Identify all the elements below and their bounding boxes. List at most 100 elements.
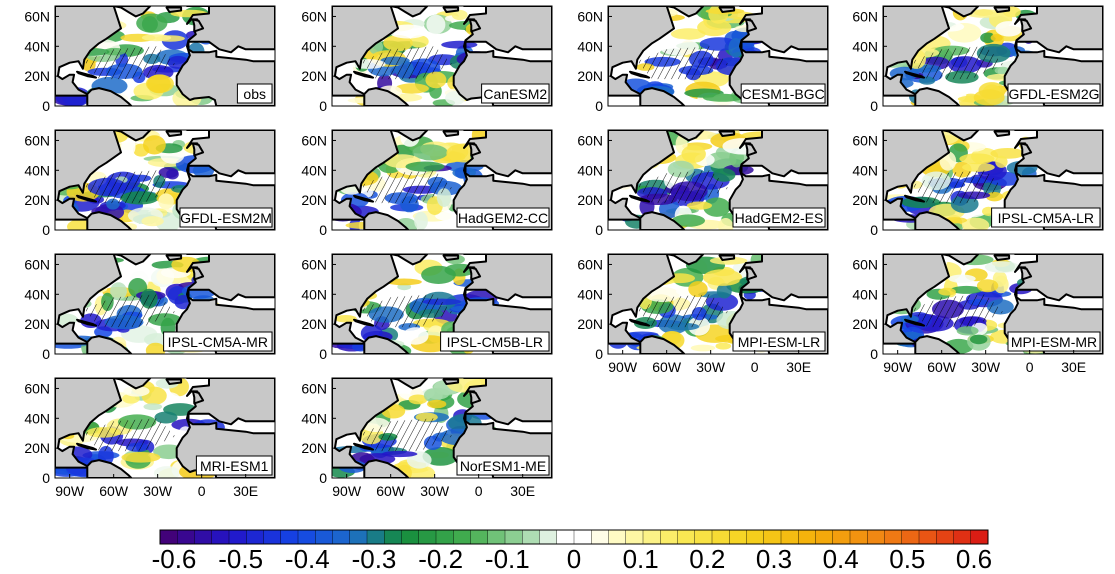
lat-tick-label: 60N — [301, 380, 327, 396]
field-blob — [995, 21, 1023, 37]
land-mass — [608, 130, 675, 221]
lat-tick-label: 60N — [24, 380, 50, 396]
field-blob — [141, 34, 172, 42]
lat-tick-label: 20N — [24, 192, 50, 208]
land-mass — [468, 18, 482, 33]
panel-frame — [54, 5, 276, 107]
field-blob — [976, 279, 999, 293]
colorbar-cell — [177, 529, 195, 545]
panel-frame — [607, 129, 829, 231]
significance-hatching — [361, 170, 453, 204]
land-mass — [442, 378, 460, 385]
field-blob — [703, 197, 731, 217]
lat-tick-label: 60N — [24, 132, 50, 148]
field-blob — [427, 399, 447, 409]
map-panel: MPI-ESM-LR 60N 40N 20N 0 90W 60W 30W 0 30E — [577, 253, 829, 375]
field-blob — [143, 135, 166, 155]
panel-frame — [882, 129, 1104, 231]
colorbar-tick-label: -0.6 — [152, 544, 197, 574]
land-mass — [629, 70, 651, 79]
lat-tick-label: 60N — [852, 132, 878, 148]
field-blob — [153, 466, 181, 478]
lat-tick-label: 40N — [577, 286, 603, 302]
lat-tick-label: 0 — [319, 222, 327, 238]
land-mass — [993, 254, 1011, 261]
colorbar-cell — [573, 529, 592, 545]
lat-tick-label: 40N — [852, 162, 878, 178]
lon-tick-label: 30E — [786, 359, 811, 375]
field-blob — [970, 334, 988, 345]
field-blob — [412, 144, 448, 161]
field-blob — [950, 285, 983, 294]
lon-tick-label: 30W — [696, 359, 726, 375]
map-panel: obs 60N 40N 20N 0 — [24, 5, 276, 114]
significance-hatching — [84, 294, 176, 328]
field-blob — [697, 18, 732, 37]
lat-tick-label: 20N — [852, 192, 878, 208]
lon-tick-label: 90W — [883, 359, 913, 375]
lon-tick-label: 60W — [652, 359, 682, 375]
lat-tick-label: 40N — [577, 162, 603, 178]
field-blob — [383, 35, 413, 52]
colorbar-tick-label: 0.5 — [889, 544, 925, 574]
colorbar-cell — [677, 529, 696, 545]
panel-label: MRI-ESM1 — [200, 458, 269, 474]
colorbar-cell — [918, 529, 937, 545]
colorbar-tick-label: -0.1 — [485, 544, 530, 574]
lon-tick-label: 0 — [475, 483, 483, 499]
lat-tick-label: 0 — [319, 98, 327, 114]
land-mass — [332, 378, 399, 469]
field-blob — [426, 387, 450, 400]
colorbar-tick-label: -0.5 — [218, 544, 263, 574]
lat-tick-label: 0 — [42, 470, 50, 486]
land-mass — [353, 70, 375, 79]
field-blob — [690, 344, 716, 352]
field-blob — [620, 184, 636, 198]
lat-tick-label: 40N — [577, 38, 603, 54]
lat-tick-label: 0 — [42, 222, 50, 238]
map-panel: NorESM1-ME 60N 40N 20N 0 90W 60W 30W 0 30E — [301, 377, 553, 499]
land-mass — [389, 378, 429, 390]
colorbar-cell — [435, 529, 454, 545]
panel-label-box — [456, 207, 550, 228]
colorbar-tick-label: -0.2 — [418, 544, 463, 574]
land-mass — [608, 254, 675, 345]
lat-tick-label: 60N — [301, 132, 327, 148]
land-mass — [442, 130, 460, 137]
lat-tick-label: 20N — [24, 68, 50, 84]
colorbar: -0.6 -0.5 -0.4 -0.3 -0.2 -0.1 0 0.1 0.2 0.3 0.4 0.5… — [152, 529, 992, 574]
lat-tick-label: 60N — [852, 8, 878, 24]
colorbar-cell — [936, 529, 954, 545]
colorbar-cell — [780, 529, 799, 545]
land-mass — [914, 335, 961, 354]
lat-tick-label: 20N — [577, 68, 603, 84]
colorbar-tick-label: -0.3 — [352, 544, 397, 574]
colorbar-cell — [228, 529, 247, 545]
panel-frame — [607, 253, 829, 355]
lat-tick-label: 0 — [42, 98, 50, 114]
lat-tick-label: 20N — [301, 192, 327, 208]
panel-frame — [54, 253, 276, 355]
land-mass — [165, 254, 183, 261]
field-blob — [715, 342, 732, 350]
lat-tick-label: 0 — [595, 98, 603, 114]
panel-frame — [54, 129, 276, 231]
land-mass — [86, 211, 133, 230]
land-mass — [940, 130, 980, 142]
panel-frame — [331, 129, 553, 231]
land-mass — [86, 335, 133, 354]
land-mass — [165, 6, 183, 13]
field-blob — [381, 450, 418, 458]
map-panel: GFDL-ESM2M 60N 40N 20N 0 — [24, 129, 276, 238]
lat-tick-label: 20N — [852, 68, 878, 84]
land-mass — [165, 378, 183, 385]
panel-frame — [331, 5, 553, 107]
panel-label-box — [991, 207, 1101, 228]
land-mass — [191, 142, 205, 157]
map-panel: MPI-ESM-MR 60N 40N 20N 0 90W 60W 30W 0 30E — [852, 253, 1104, 375]
land-mass — [629, 194, 651, 203]
land-mass — [86, 87, 133, 106]
field-blob — [716, 283, 732, 299]
field-blob — [166, 169, 179, 180]
colorbar-cell — [159, 529, 178, 545]
